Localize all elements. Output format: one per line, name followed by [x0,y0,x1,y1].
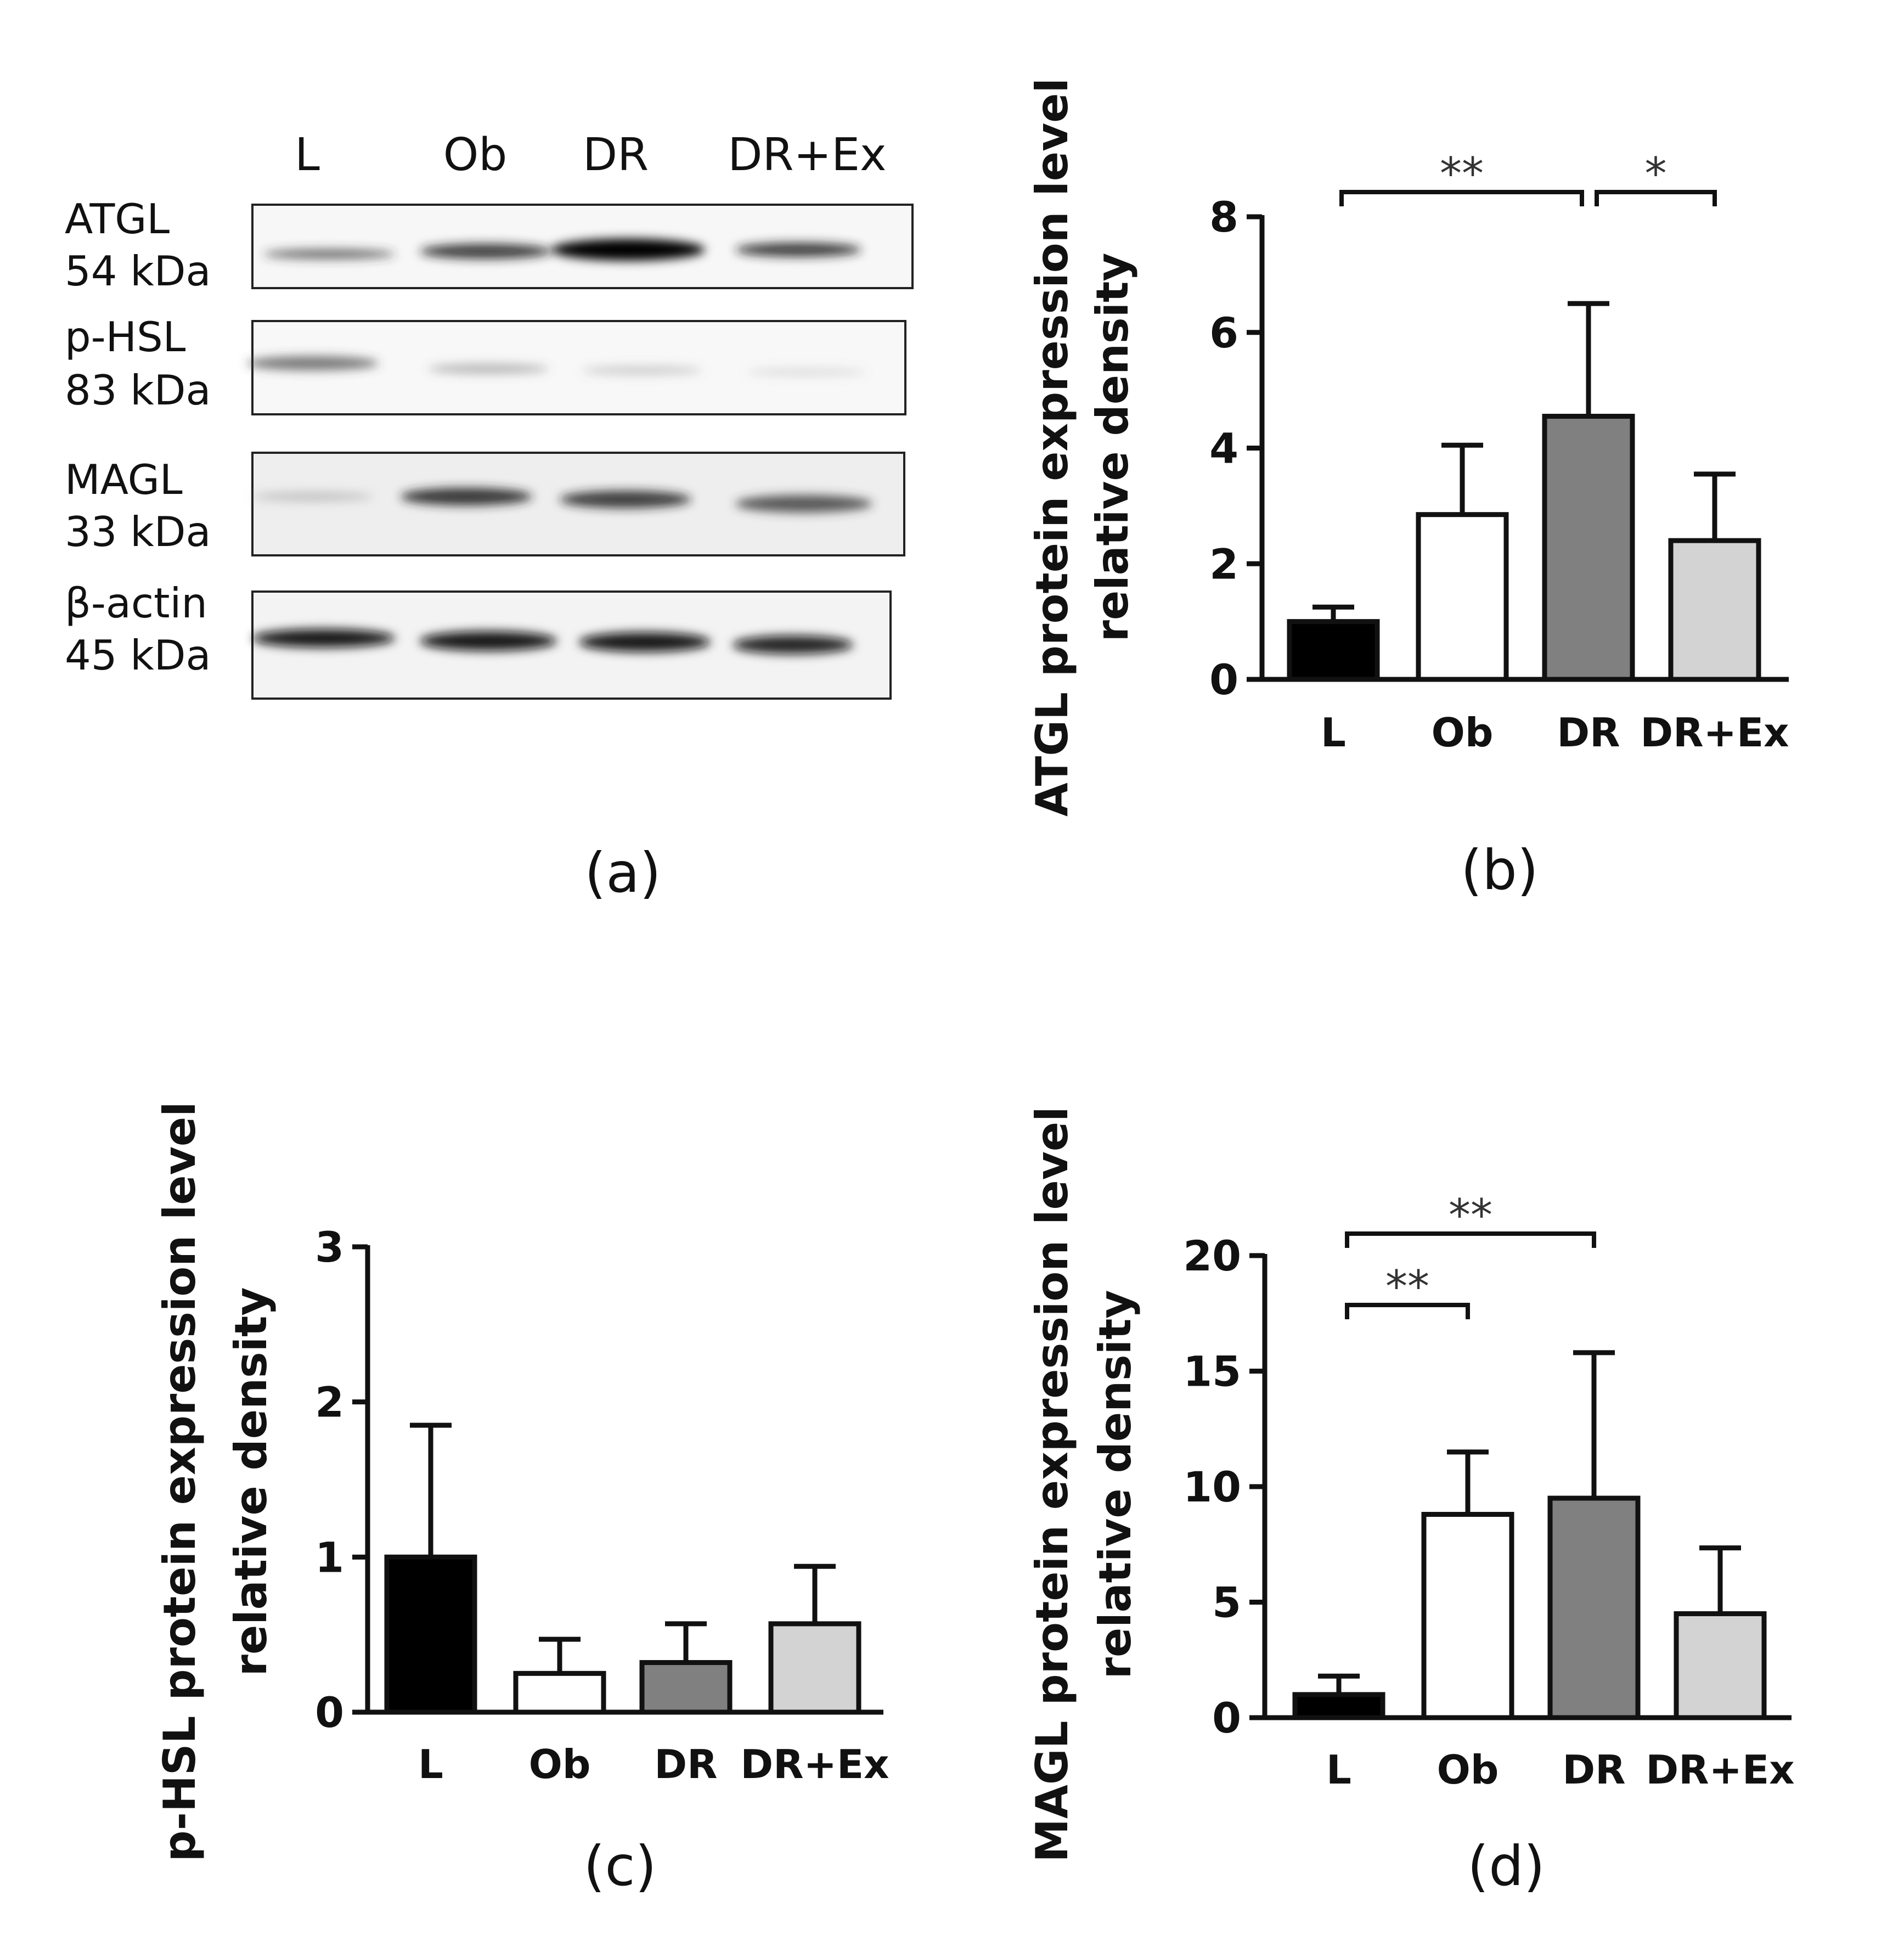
bar [639,1660,733,1715]
lane-label: L [295,129,320,181]
bar [768,1621,861,1715]
blot-strip-atgl [251,204,914,289]
blot-protein-label: MAGL [65,455,183,504]
blot-strip-bactin [251,590,892,700]
significance-marker: ** [1440,148,1484,199]
y-tick-label: 8 [1209,193,1238,241]
y-axis-title: relative density [226,1287,277,1677]
y-tick-label: 10 [1183,1462,1241,1511]
bar [1416,512,1509,682]
y-tick-label: 6 [1209,308,1238,357]
blot-protein-label: ATGL [65,195,170,243]
category-label: DR [1557,710,1620,756]
significance-bracket [1345,1231,1596,1248]
blot-protein-label: p-HSL [65,313,186,361]
blot-protein-label: β-actin [65,579,207,627]
panel-label: (c) [583,1834,656,1898]
bar [1292,1692,1385,1720]
blot-strip-phsl [247,320,906,415]
y-tick-label: 3 [315,1223,344,1272]
blot-weight-label: 45 kDa [65,631,211,679]
category-label: DR [1562,1747,1625,1793]
category-label: DR+Ex [1640,710,1789,756]
blot-weight-label: 83 kDa [65,366,211,414]
bar [384,1554,477,1715]
y-axis-title: MAGL protein expression level [1027,1106,1078,1862]
y-axis-title: ATGL protein expression level [1027,78,1078,817]
category-label: DR [654,1741,717,1787]
bar [1542,414,1635,682]
bar [1668,538,1761,682]
category-label: Ob [1437,1747,1499,1793]
bar [513,1670,606,1715]
panel-label: (a) [584,841,661,905]
category-label: L [1321,710,1346,756]
bar [1287,619,1380,682]
blot-strip-magl [251,452,905,556]
y-tick-label: 15 [1183,1347,1241,1396]
bar [1421,1512,1514,1720]
significance-marker: ** [1385,1261,1429,1312]
y-tick-label: 0 [315,1688,344,1737]
category-label: L [1326,1747,1351,1793]
significance-marker: ** [1449,1190,1492,1241]
category-label: Ob [1432,710,1494,756]
y-tick-label: 0 [1212,1694,1241,1742]
significance-marker: * [1645,148,1667,199]
category-label: Ob [529,1741,591,1787]
y-axis-title: p-HSL protein expression level [154,1101,205,1861]
atgl-bar-chart: 0 2 4 6 8 ATGL protein expression level relati… [1027,78,1789,817]
category-label: DR+Ex [740,1741,889,1787]
blot-weight-label: 33 kDa [65,508,211,556]
lane-label: DR+Ex [728,129,886,181]
bar [1547,1495,1641,1720]
lane-label: DR [583,129,649,181]
y-tick-label: 2 [315,1378,344,1427]
significance-bracket [1345,1303,1470,1319]
significance-bracket [1595,190,1717,206]
bar [1674,1611,1767,1720]
y-tick-label: 4 [1209,424,1238,473]
y-axis-title: relative density [1090,1290,1141,1679]
significance-bracket [1339,190,1584,206]
y-tick-label: 0 [1209,655,1238,704]
y-tick-label: 20 [1183,1231,1241,1280]
category-label: L [418,1741,443,1787]
panel-label: (b) [1461,838,1539,902]
blot-weight-label: 54 kDa [65,247,211,295]
phsl-bar-chart: 0 1 2 3 p-HSL protein expression level relati… [154,1101,889,1861]
lane-label: Ob [443,129,508,181]
panel-label: (d) [1467,1834,1545,1898]
y-tick-label: 5 [1212,1578,1241,1627]
category-label: DR+Ex [1646,1747,1794,1793]
magl-bar-chart: 0 5 10 15 20 MAGL protein expression level rel… [1027,1106,1795,1862]
western-blot-panel: L Ob DR DR+Ex ATGL 54 kDa p-HSL 83 kDa M… [65,129,914,905]
y-tick-label: 2 [1209,539,1238,588]
y-axis-title: relative density [1087,253,1138,642]
y-tick-label: 1 [315,1533,344,1582]
